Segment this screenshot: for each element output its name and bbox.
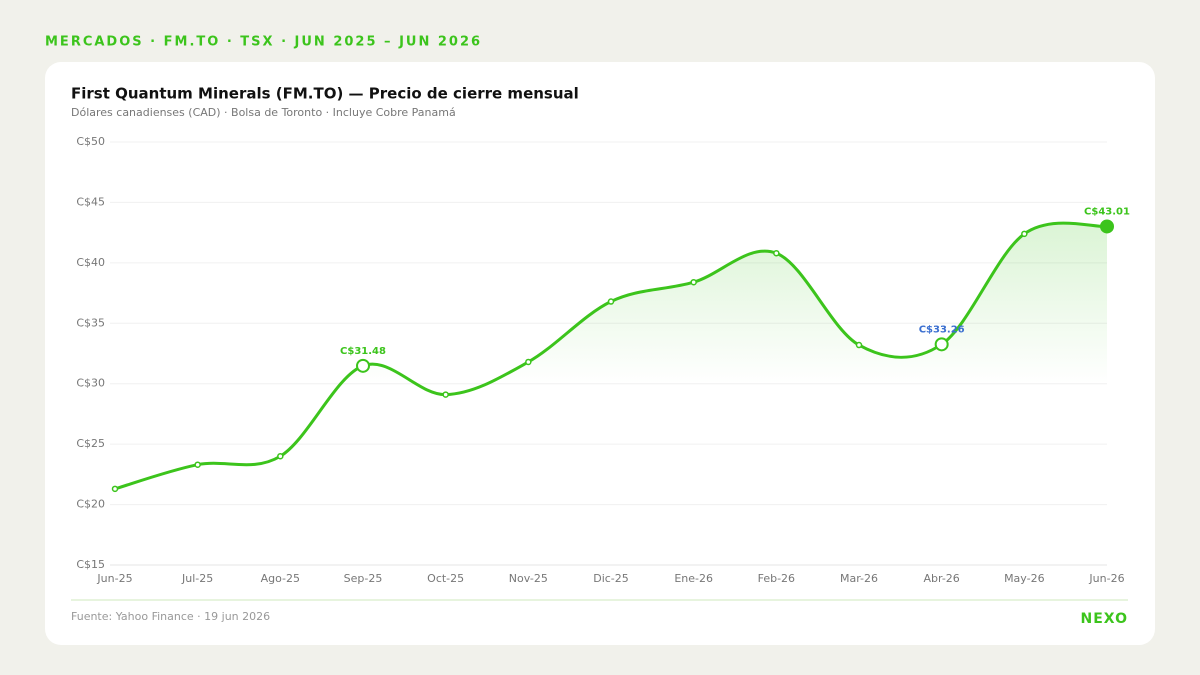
source: Fuente: Yahoo Finance · 19 jun 2026 — [71, 610, 270, 623]
point — [111, 485, 119, 493]
y-tick-label: C$35 — [76, 316, 105, 329]
point — [607, 298, 615, 305]
point — [934, 337, 949, 352]
value-label: C$33.26 — [919, 324, 965, 335]
point — [277, 452, 284, 460]
point — [855, 341, 863, 349]
y-tick-label: C$30 — [76, 377, 105, 390]
x-tick-label: Mar-26 — [840, 572, 878, 585]
value-label: C$43.01 — [1084, 206, 1130, 217]
point — [356, 358, 370, 373]
point — [194, 461, 201, 468]
x-tick-label: Nov-25 — [509, 572, 548, 585]
y-tick-label: C$50 — [76, 135, 105, 148]
x-tick-label: Jul-25 — [181, 572, 213, 585]
point — [1100, 219, 1114, 234]
area — [115, 223, 1107, 566]
x-tick-label: Abr-26 — [924, 572, 960, 585]
x-tick-label: May-26 — [1004, 572, 1045, 585]
x-tick-label: Jun-26 — [1088, 572, 1124, 585]
header: MERCADOS · FM.TO · TSX · JUN 2025 – JUN … — [45, 35, 482, 50]
x-tick-label: Sep-25 — [344, 572, 383, 585]
point — [1021, 230, 1028, 238]
point — [442, 391, 449, 398]
brand: NEXO — [1081, 611, 1128, 627]
y-tick-label: C$45 — [76, 195, 105, 208]
y-tick-label: C$20 — [76, 498, 105, 511]
x-tick-label: Jun-25 — [96, 572, 132, 585]
x-tick-label: Ene-26 — [674, 572, 713, 585]
x-tick-label: Dic-25 — [593, 572, 629, 585]
value-label: C$31.48 — [340, 346, 386, 357]
point — [690, 278, 697, 286]
point — [525, 358, 532, 366]
y-tick-label: C$40 — [76, 256, 105, 269]
y-tick-label: C$15 — [76, 558, 105, 571]
chart-subtitle: Dólares canadienses (CAD) · Bolsa de Tor… — [71, 106, 456, 119]
point — [773, 249, 780, 257]
x-tick-label: Oct-25 — [427, 572, 464, 585]
y-tick-label: C$25 — [76, 437, 105, 450]
x-tick-label: Ago-25 — [261, 572, 300, 585]
x-tick-label: Feb-26 — [758, 572, 795, 585]
chart-title: First Quantum Minerals (FM.TO) — Precio … — [71, 85, 579, 103]
